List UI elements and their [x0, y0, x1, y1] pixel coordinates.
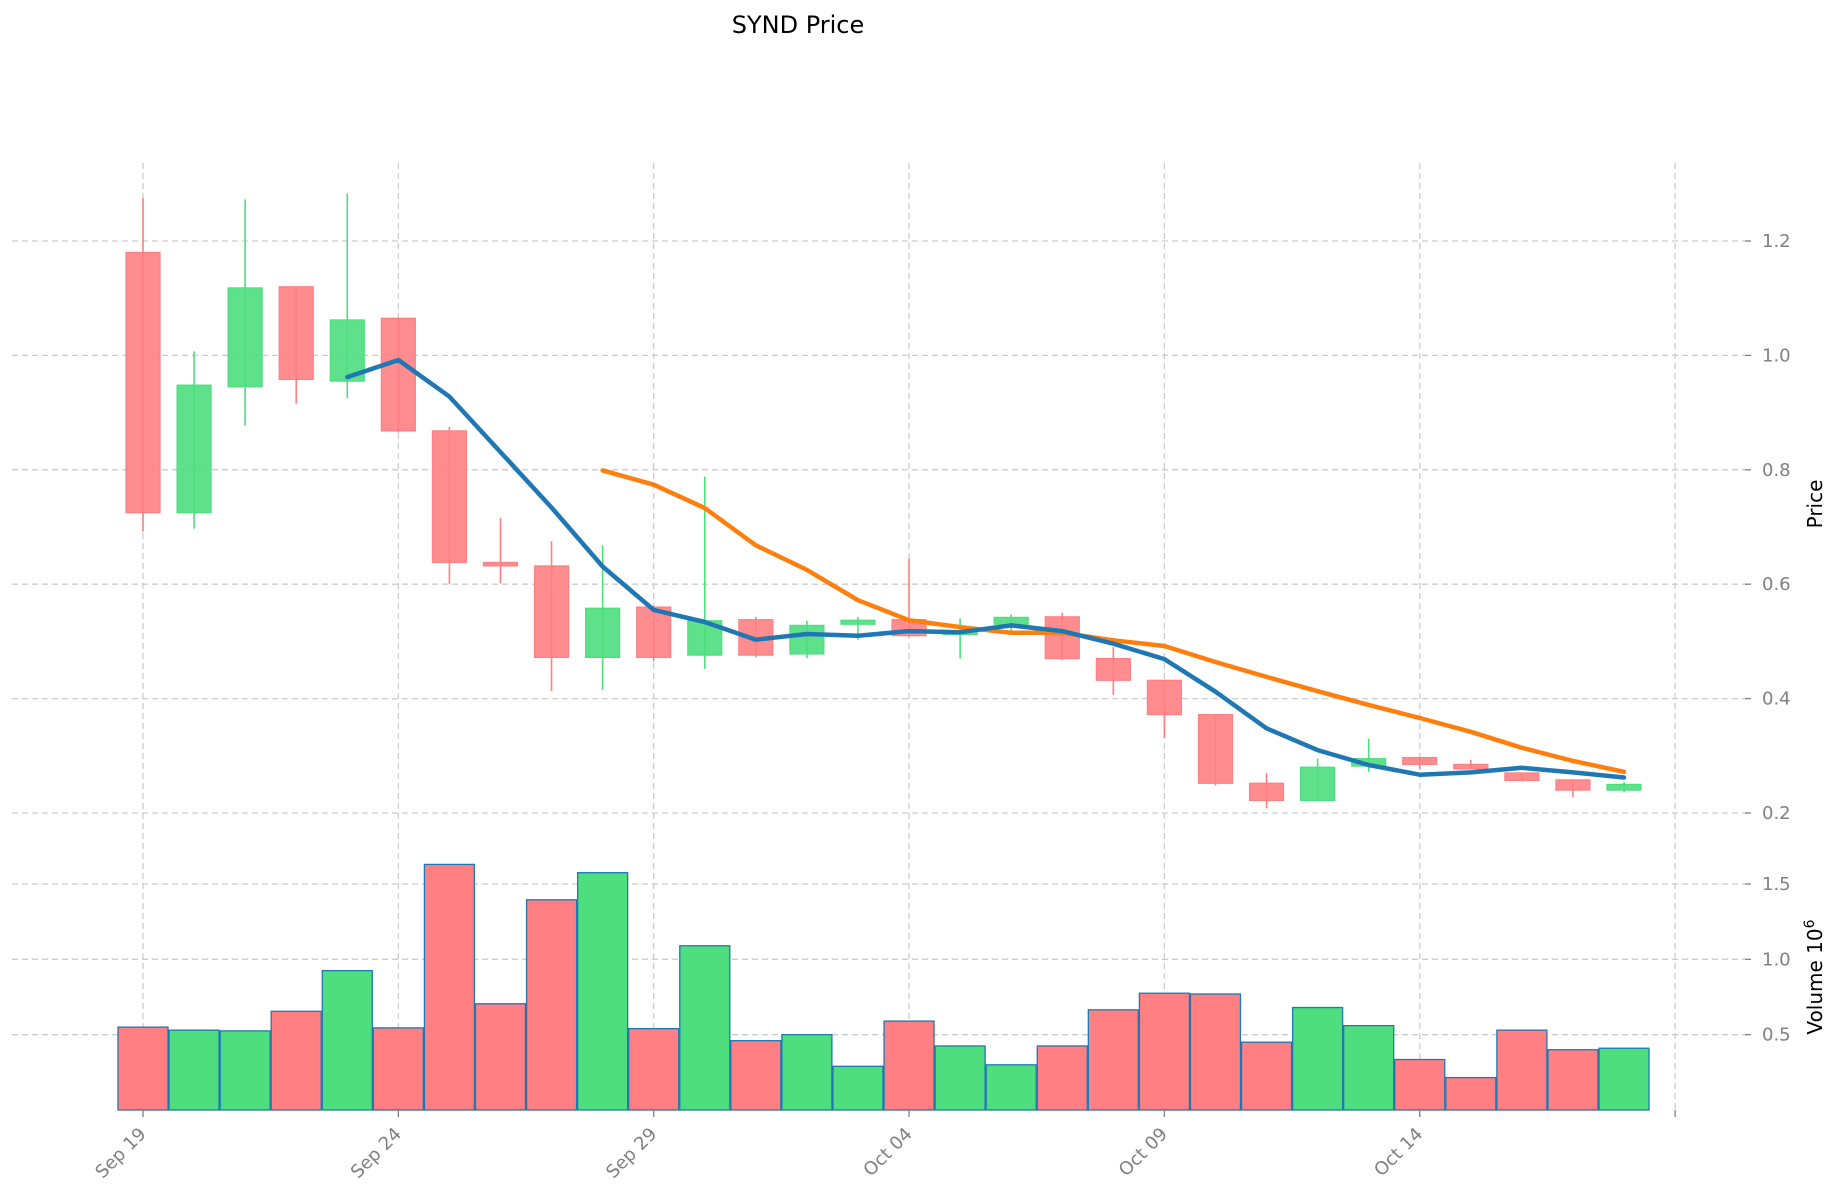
date-tick-label: Sep 19	[91, 1124, 150, 1183]
candle-body	[482, 561, 519, 567]
price-tick-label: 1.2	[1762, 231, 1791, 252]
price-tick-label: 1.0	[1762, 345, 1791, 366]
volume-bar	[1496, 1029, 1548, 1111]
volume-bar	[628, 1027, 680, 1111]
date-tick-label: Sep 24	[347, 1124, 406, 1183]
candlesticks	[125, 193, 1642, 809]
volume-bar	[525, 899, 578, 1111]
candle-body	[176, 384, 212, 514]
volume-bar	[168, 1029, 220, 1111]
moving-average-long-line	[600, 468, 1627, 775]
moving-average-short-line	[345, 357, 1627, 780]
candle-body	[1300, 766, 1336, 802]
candle-body	[1504, 772, 1540, 781]
volume-tick-label: 1.5	[1762, 874, 1791, 895]
candle-body	[1197, 714, 1234, 784]
volume-bar	[1138, 992, 1191, 1111]
date-tick-label: Oct 09	[1115, 1124, 1172, 1181]
volume-bars	[117, 863, 1650, 1111]
volume-bar	[1240, 1041, 1293, 1111]
volume-bar	[1343, 1024, 1395, 1111]
volume-bar	[372, 1027, 425, 1111]
volume-bar	[1598, 1047, 1650, 1111]
volume-bar	[1547, 1049, 1599, 1111]
volume-bar	[1036, 1045, 1088, 1111]
volume-bar	[934, 1045, 986, 1111]
candle-body	[227, 287, 263, 388]
candle-body	[380, 317, 416, 432]
volume-bar	[832, 1065, 884, 1111]
candle-body	[789, 624, 825, 655]
volume-bar	[730, 1040, 782, 1111]
volume-bar	[321, 969, 373, 1111]
price-tick-label: 0.8	[1762, 460, 1791, 481]
volume-bar	[1087, 1009, 1139, 1111]
volume-bar	[1291, 1006, 1344, 1111]
volume-bar	[1189, 993, 1242, 1111]
price-tick-label: 0.2	[1762, 803, 1791, 824]
volume-bar	[781, 1034, 833, 1111]
candle-body	[1402, 756, 1438, 765]
volume-tick-label: 0.5	[1762, 1025, 1791, 1046]
volume-bar	[423, 863, 476, 1111]
volume-tick-label: 1.0	[1762, 949, 1791, 970]
candle-body	[1606, 783, 1642, 791]
candle-body	[1248, 782, 1285, 802]
chart-title: SYND Price	[732, 11, 865, 39]
volume-bar	[985, 1064, 1037, 1111]
price-tick-label: 0.4	[1762, 689, 1791, 710]
volume-bar	[1445, 1076, 1497, 1111]
date-tick-label: Sep 29	[602, 1124, 661, 1183]
candle-body	[1146, 679, 1183, 716]
volume-bar	[1394, 1058, 1446, 1111]
volume-bar	[219, 1030, 271, 1111]
volume-bar	[679, 945, 731, 1111]
volume-bar	[576, 872, 629, 1111]
candle-body	[329, 319, 365, 382]
candle-body	[840, 619, 876, 625]
grid-lines	[12, 163, 1745, 1110]
candle-body	[533, 565, 570, 659]
date-tick-label: Oct 14	[1370, 1124, 1427, 1181]
candle-body	[1453, 763, 1489, 770]
candle-body	[431, 430, 468, 564]
candle-body	[278, 286, 314, 381]
candle-body	[1044, 616, 1080, 660]
date-tick-label: Oct 04	[859, 1124, 916, 1181]
price-tick-label: 0.6	[1762, 574, 1791, 595]
candle-body	[1555, 779, 1591, 791]
volume-axis-label: Volume 106	[1802, 919, 1827, 1034]
volume-bar	[474, 1003, 527, 1111]
price-axis-label: Price	[1803, 480, 1827, 529]
volume-bar	[883, 1020, 935, 1111]
candle-body	[1095, 657, 1131, 681]
moving-average-lines	[345, 357, 1627, 780]
volume-bar	[270, 1010, 322, 1111]
candle-body	[125, 251, 161, 514]
volume-bar	[117, 1026, 169, 1111]
candle-body	[585, 607, 621, 659]
